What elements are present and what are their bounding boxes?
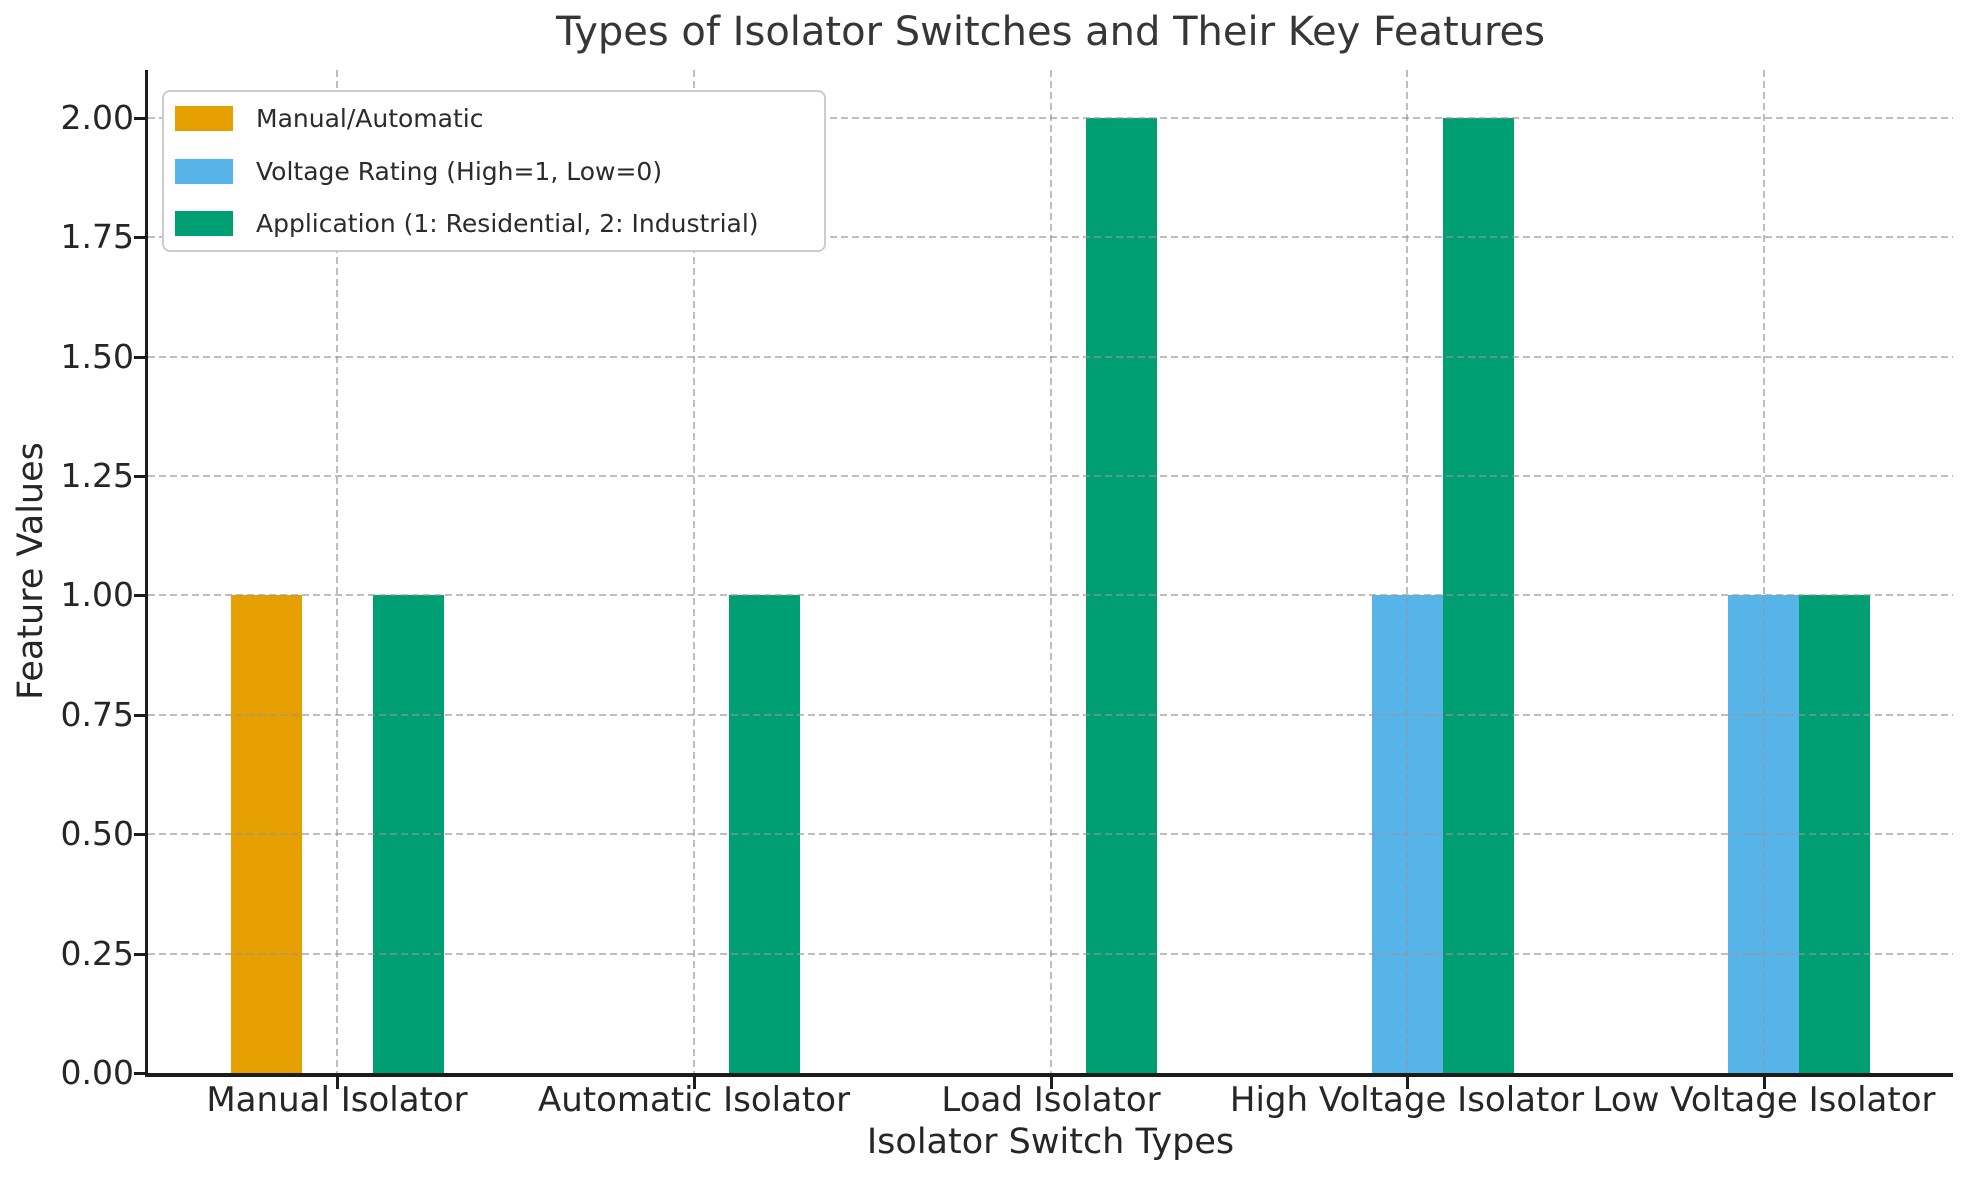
legend-row: Voltage Rating (High=1, Low=0) (164, 145, 824, 198)
y-axis-spine (145, 70, 148, 1076)
y-tick-label: 1.50 (60, 337, 134, 376)
legend-label: Voltage Rating (High=1, Low=0) (256, 156, 663, 186)
y-tick-label: 0.25 (60, 934, 134, 973)
x-tick (336, 1076, 339, 1089)
y-tick (134, 236, 145, 239)
x-tick (1406, 1076, 1409, 1089)
x-tick (1050, 1076, 1053, 1089)
y-tick (134, 833, 145, 836)
gridline-horizontal (148, 953, 1953, 955)
y-tick (134, 356, 145, 359)
y-tick-label: 0.00 (60, 1053, 134, 1092)
y-axis-label: Feature Values (11, 442, 51, 700)
gridline-horizontal (148, 236, 1953, 238)
gridline-horizontal (148, 356, 1953, 358)
chart-title: Types of Isolator Switches and Their Key… (555, 9, 1546, 55)
legend-label: Application (1: Residential, 2: Industri… (256, 209, 759, 239)
y-tick (134, 1072, 145, 1075)
gridline-horizontal (148, 117, 1953, 119)
y-tick-label: 2.00 (60, 98, 134, 137)
y-tick-label: 0.50 (60, 814, 134, 853)
gridline-horizontal (148, 475, 1953, 477)
y-tick (134, 714, 145, 717)
y-tick (134, 475, 145, 478)
gridline-horizontal (148, 833, 1953, 835)
x-tick-label: Low Voltage Isolator (1592, 1080, 1936, 1120)
x-axis-label: Isolator Switch Types (866, 1122, 1235, 1162)
legend: Manual/Automatic Voltage Rating (High=1, … (162, 90, 826, 252)
x-tick (1763, 1076, 1766, 1089)
gridline-horizontal (148, 714, 1953, 716)
gridline-vertical (693, 70, 695, 1073)
x-tick (693, 1076, 696, 1089)
y-tick-label: 1.25 (60, 456, 134, 495)
legend-swatch (175, 158, 233, 184)
y-tick (134, 117, 145, 120)
y-tick (134, 594, 145, 597)
gridline-horizontal (148, 594, 1953, 596)
plot-area (145, 70, 1953, 1077)
legend-swatch (175, 105, 233, 131)
y-tick-label: 0.75 (60, 695, 134, 734)
gridline-vertical (336, 70, 338, 1073)
legend-row: Application (1: Residential, 2: Industri… (164, 197, 824, 250)
gridline-vertical (1406, 70, 1408, 1073)
y-tick-label: 1.00 (60, 575, 134, 614)
legend-swatch (175, 211, 233, 237)
y-tick (134, 953, 145, 956)
x-axis-spine (145, 1073, 1953, 1077)
legend-row: Manual/Automatic (164, 92, 824, 145)
gridline-vertical (1050, 70, 1052, 1073)
gridline-vertical (1763, 70, 1765, 1073)
legend-label: Manual/Automatic (256, 103, 484, 133)
y-tick-label: 1.75 (60, 217, 134, 256)
